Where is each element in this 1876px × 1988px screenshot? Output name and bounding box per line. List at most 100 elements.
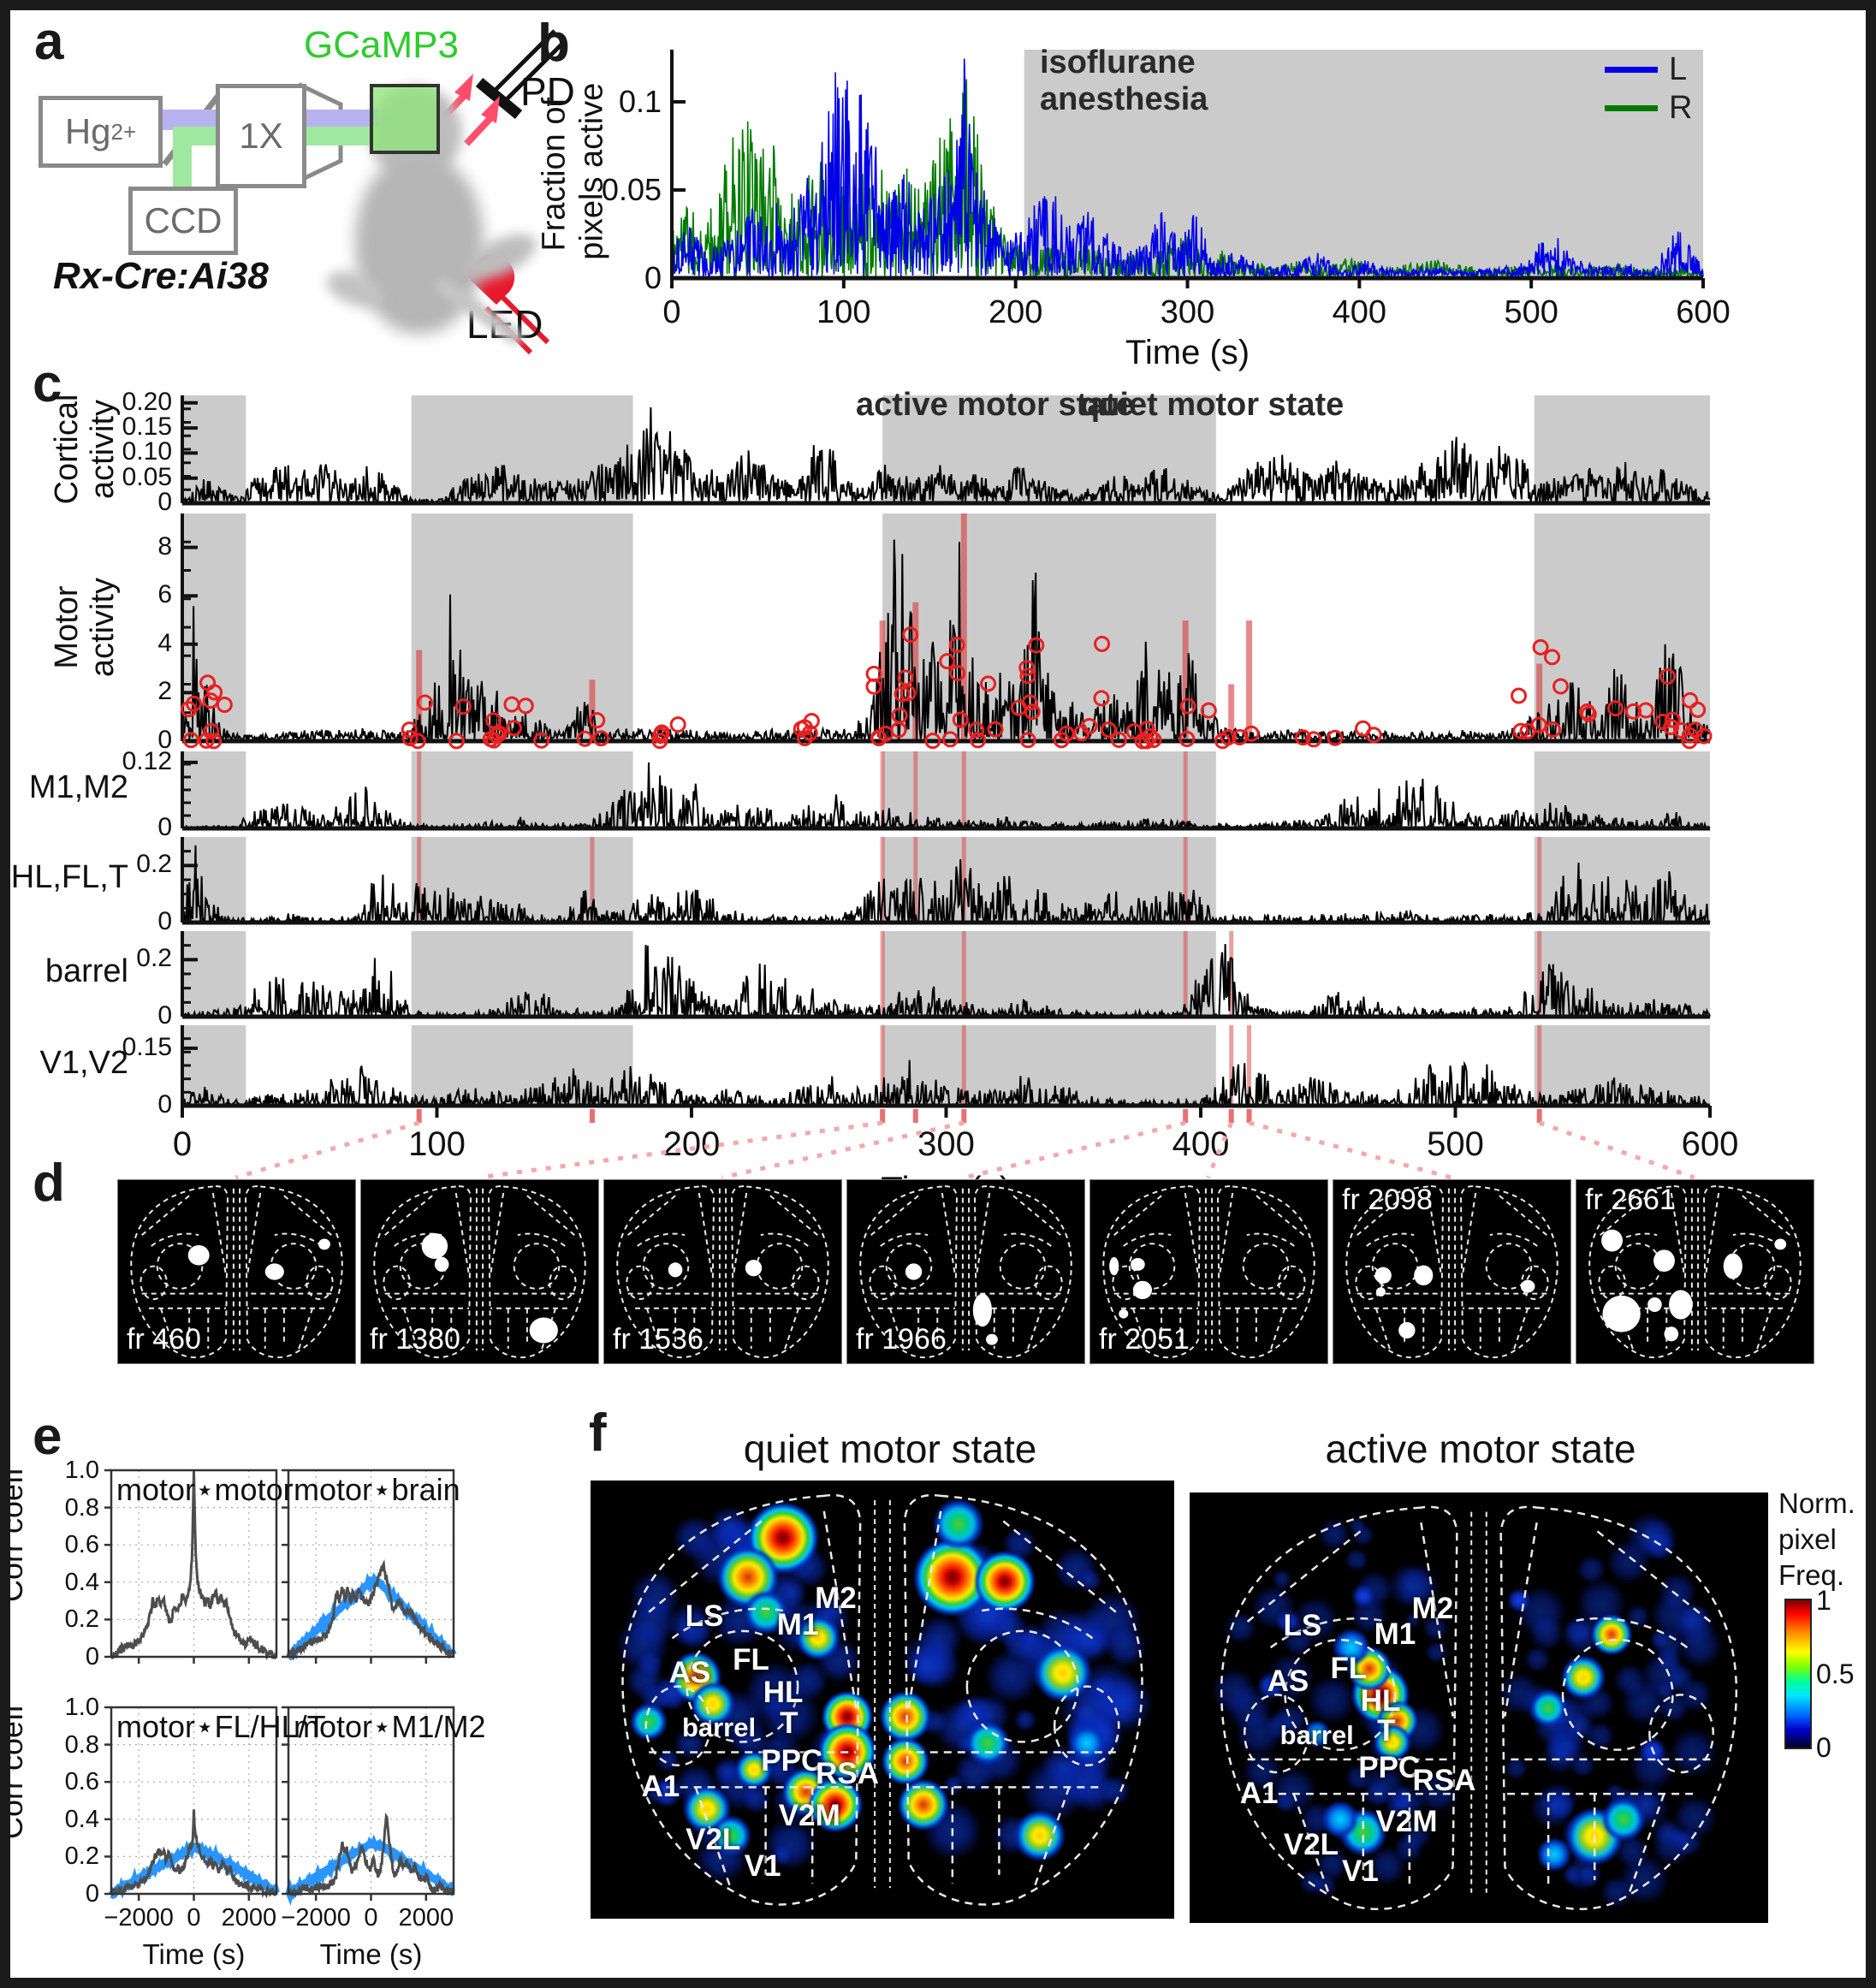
movement-circle: [949, 665, 966, 682]
movement-circle: [980, 675, 997, 692]
objective-box: 1X: [216, 84, 306, 188]
red-bar-motor: [1536, 663, 1543, 741]
c-ytick-label: 4: [157, 628, 172, 657]
movement-circle: [1625, 703, 1642, 720]
movement-circle: [651, 733, 668, 750]
map-outline-svg: [1220, 1505, 1738, 1910]
movement-circle: [891, 707, 908, 724]
contour-texture-blob: [1564, 1712, 1594, 1742]
pd-label: PD: [520, 69, 575, 114]
region-label-PPC: PPC: [761, 1743, 823, 1777]
activity-blob: [264, 1263, 284, 1280]
movement-circle: [1179, 697, 1196, 715]
gray-band: [182, 931, 246, 1017]
e-ytick-label: 0.8: [64, 1730, 99, 1759]
contour-texture-blob: [1541, 1736, 1579, 1776]
region-label-V1: V1: [1342, 1854, 1379, 1888]
e-xlabel: Time (s): [319, 1938, 423, 1970]
red-bar: [1537, 837, 1542, 923]
density-hotspot-cyan: [1333, 1629, 1371, 1667]
panel-f-letter: f: [589, 1403, 607, 1463]
contour-texture-blob: [673, 1515, 718, 1561]
region-label-M1: M1: [776, 1607, 819, 1641]
frontal-border: [384, 1195, 433, 1236]
m2-border: [1704, 1192, 1720, 1276]
activity-blob: [1723, 1253, 1742, 1279]
movement-circle: [1243, 725, 1260, 742]
density-hotspot-cyan: [1067, 1724, 1106, 1763]
region-label-FL: FL: [1330, 1652, 1368, 1686]
red-bar: [880, 837, 885, 923]
movement-circle: [454, 698, 472, 715]
movement-circle: [941, 731, 959, 748]
colorbar: [1784, 1599, 1812, 1749]
frame-label: fr 1536: [613, 1323, 704, 1356]
visual-borders: [750, 1308, 800, 1351]
hemi-outline: [1220, 1505, 1458, 1910]
frame-fr-2098: fr 2098: [1333, 1179, 1571, 1364]
c-xtick-label: 0: [173, 1125, 192, 1163]
movement-circle: [1094, 635, 1111, 652]
b-xtick-label: 100: [816, 294, 870, 330]
movement-circle: [416, 694, 433, 711]
activity-blob: [972, 1293, 992, 1327]
activity-blob: [1647, 1297, 1662, 1313]
contour-texture-blob: [1422, 1614, 1449, 1641]
m2-border: [1184, 1192, 1200, 1276]
visual-borders: [1374, 1308, 1425, 1351]
hemi-outline: [245, 1185, 343, 1359]
c-xtick-label: 400: [1172, 1125, 1230, 1163]
movement-circle: [1544, 721, 1561, 738]
hemisphere-right: [488, 1185, 586, 1359]
panel-e-svg: [104, 1469, 457, 1906]
red-bar: [961, 1025, 966, 1106]
movement-circle: [1100, 721, 1117, 739]
gcamp3-label: GCaMP3: [304, 24, 459, 66]
movement-circle: [968, 721, 985, 739]
frame-fr-460: fr 460: [117, 1179, 356, 1364]
visual-borders: [993, 1308, 1043, 1351]
c-ytick-label: 0.2: [136, 944, 172, 973]
contour-texture-blob: [1547, 1792, 1575, 1820]
activity-blob: [745, 1260, 763, 1277]
frame-outline-svg: [616, 1185, 829, 1359]
movement-circle: [899, 685, 917, 702]
ls-border: [1732, 1232, 1781, 1247]
density-hotspot-cyan: [1321, 1801, 1359, 1839]
c-row-label-motor: Motor activity: [49, 542, 152, 713]
contour-texture-blob: [1570, 1752, 1595, 1778]
density-hotspot-red: [974, 1550, 1036, 1612]
movement-circle: [1093, 690, 1110, 707]
movement-circle: [939, 653, 956, 670]
c-ytick-label: 0: [157, 813, 172, 841]
movement-circle: [1073, 725, 1090, 742]
activity-blob: [668, 1262, 683, 1278]
legend-line-R: [1605, 105, 1658, 111]
contour-texture-blob: [1273, 1701, 1309, 1739]
density-hotspot-yellow: [795, 1616, 840, 1661]
frontal-border: [998, 1516, 1117, 1613]
region-label-LS: LS: [685, 1599, 724, 1633]
ls-border: [1123, 1232, 1172, 1247]
movement-circle: [205, 733, 223, 750]
panel-c-letter: c: [33, 354, 62, 413]
movement-circle: [1058, 725, 1075, 742]
activity-blob: [187, 1244, 210, 1266]
contour-texture-blob: [1404, 1611, 1422, 1629]
frame-fr-2051: fr 2051: [1089, 1179, 1328, 1364]
visual-borders: [1479, 1308, 1529, 1351]
active-map-title: active motor state: [1325, 1427, 1636, 1471]
c-ytick-label: 0: [157, 726, 172, 754]
legend-label-R: R: [1669, 90, 1693, 126]
hg-sup: 2+: [110, 118, 137, 145]
c-ytick-label: 8: [157, 531, 172, 561]
colorbar-title-line: Freq.: [1778, 1559, 1845, 1591]
movement-circle: [970, 732, 987, 749]
b-xlabel: Time (s): [1125, 334, 1250, 371]
hemi-outline: [974, 1185, 1072, 1359]
e-xtick-label: 0: [364, 1904, 378, 1932]
region-label-A1: A1: [641, 1770, 680, 1804]
c-xtick-label: 500: [1427, 1125, 1484, 1163]
frame-fr-2661: fr 2661: [1576, 1179, 1814, 1364]
ls-border: [1489, 1232, 1538, 1247]
